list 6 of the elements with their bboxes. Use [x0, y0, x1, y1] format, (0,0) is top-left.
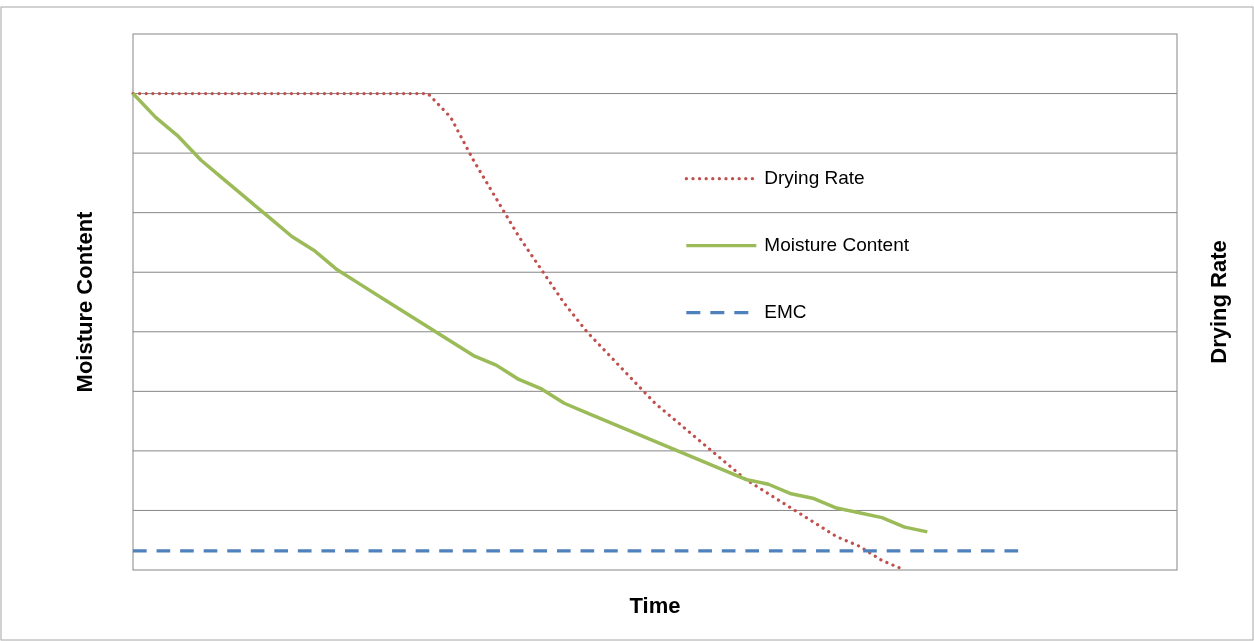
y-axis-title: Moisture Content: [72, 210, 97, 393]
text: Drying Rate: [1206, 240, 1231, 364]
x-axis-title: Time: [629, 593, 681, 618]
legend-label: Moisture Content: [764, 233, 910, 255]
legend-label: Drying Rate: [764, 166, 865, 188]
legend-label: EMC: [764, 300, 807, 322]
